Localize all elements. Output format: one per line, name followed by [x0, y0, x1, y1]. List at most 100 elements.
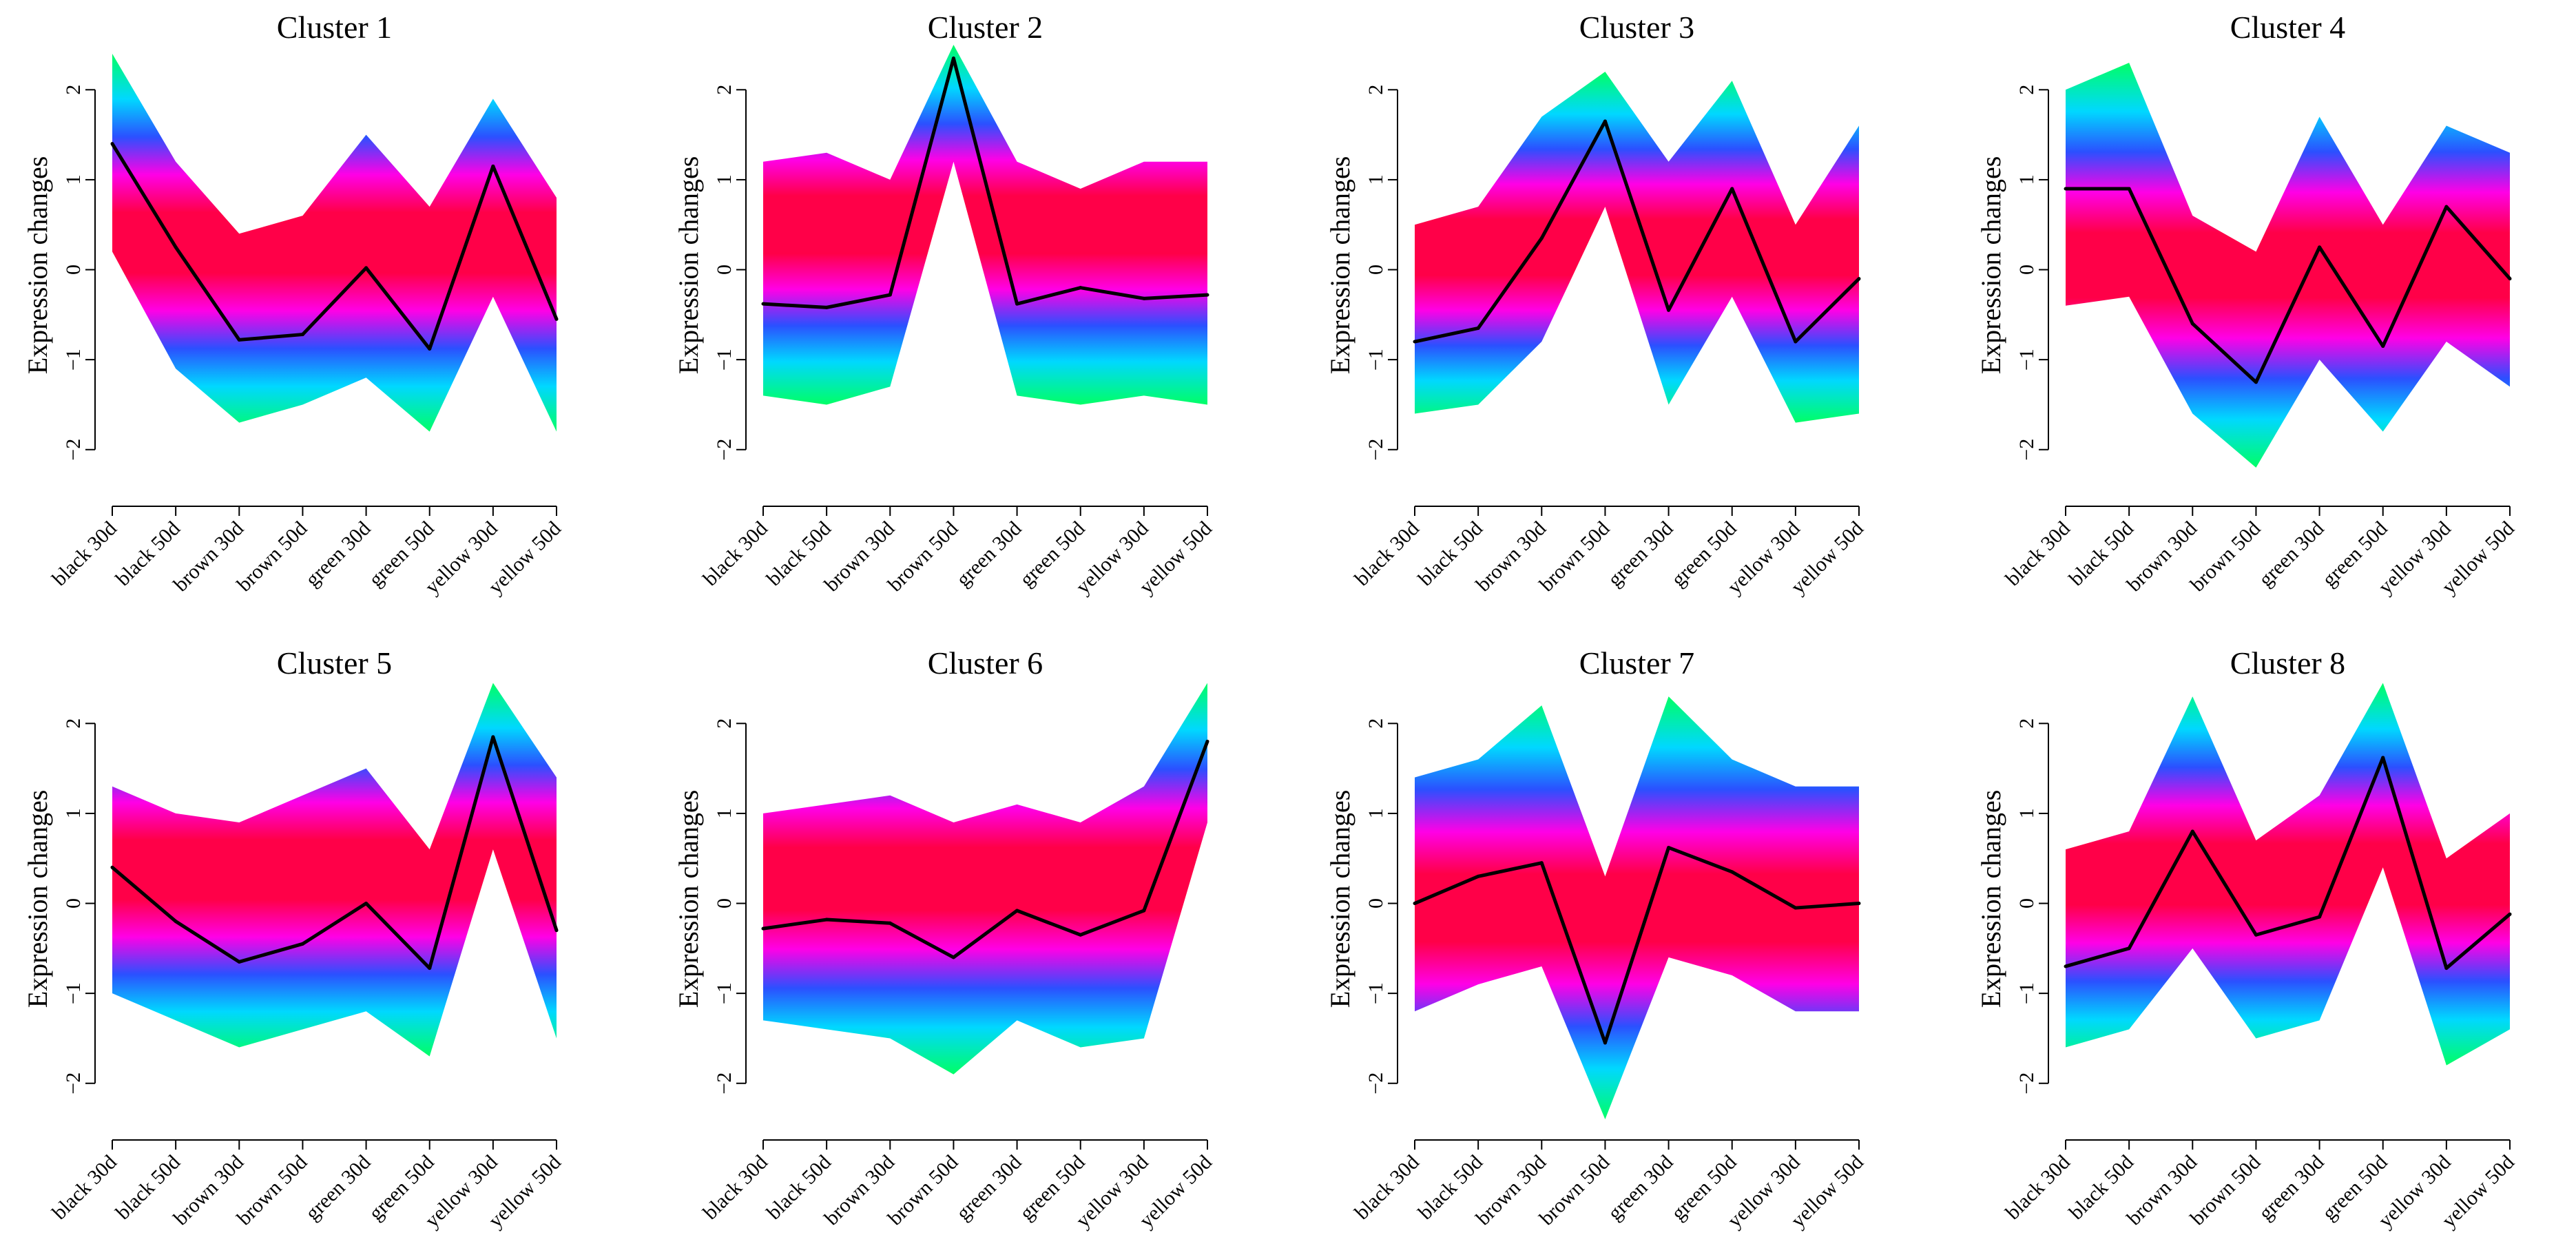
centroid-point — [554, 929, 559, 933]
centroid-line — [111, 735, 559, 971]
profile-band — [2066, 683, 2510, 1066]
profile-band — [112, 54, 557, 432]
x-tick-label: brown 50d — [1535, 1151, 1614, 1230]
cluster-panel: Cluster 4 −2 −1 0 1 2 Expression changes black … — [1975, 10, 2519, 599]
x-tick-label: black 30d — [2002, 1151, 2075, 1224]
y-axis-label: Expression changes — [673, 156, 704, 375]
y-tick-label: −2 — [62, 439, 85, 461]
centroid-line — [2065, 756, 2511, 971]
centroid-point — [1205, 293, 1209, 297]
y-tick-label: −1 — [2015, 982, 2038, 1004]
cluster-panel: Cluster 6 −2 −1 0 1 2 Expression changes black … — [673, 645, 1216, 1232]
centroid-point — [2190, 322, 2194, 326]
centroid-point — [1603, 119, 1607, 123]
y-tick-label: 1 — [713, 174, 736, 185]
y-tick-label: 0 — [62, 265, 85, 275]
centroid-point — [1730, 187, 1734, 191]
y-tick-label: 1 — [62, 174, 85, 185]
centroid-point — [888, 921, 892, 925]
y-axis-label: Expression changes — [22, 156, 53, 375]
x-tick-label: black 30d — [1351, 517, 1424, 590]
centroid-point — [2318, 915, 2322, 919]
y-tick-label: 0 — [2015, 265, 2038, 275]
centroid-point — [2254, 933, 2258, 937]
cluster-panel: Cluster 3 −2 −1 0 1 2 Expression changes black … — [1325, 10, 1868, 599]
x-tick-label: brown 50d — [2186, 517, 2265, 597]
centroid-point — [951, 56, 955, 61]
profile-band — [2066, 63, 2510, 468]
x-tick-label: black 30d — [48, 1151, 121, 1224]
centroid-point — [2381, 344, 2385, 349]
x-tick-label: brown 50d — [884, 517, 963, 597]
centroid-point — [2064, 964, 2068, 968]
profile-band — [112, 683, 557, 1057]
profile-band — [763, 683, 1207, 1075]
x-tick-label: black 30d — [699, 1151, 772, 1224]
centroid-point — [1794, 906, 1798, 910]
x-tick-label: brown 50d — [233, 517, 312, 597]
panel-title: Cluster 4 — [2230, 10, 2345, 45]
centroid-point — [1857, 277, 1861, 281]
y-tick-label: 2 — [62, 85, 85, 95]
centroid-point — [1794, 340, 1798, 344]
y-tick-label: −1 — [62, 349, 85, 371]
centroid-point — [2254, 380, 2258, 384]
centroid-point — [174, 920, 178, 924]
centroid-point — [951, 955, 955, 960]
x-tick-label: green 30d — [2254, 517, 2329, 592]
y-tick-label: −1 — [713, 349, 736, 371]
y-tick-label: 1 — [62, 808, 85, 818]
centroid-point — [491, 735, 495, 739]
y-tick-label: 0 — [1364, 898, 1387, 909]
y-axis-label: Expression changes — [1325, 790, 1355, 1008]
centroid-point — [428, 346, 432, 351]
centroid-point — [364, 266, 368, 270]
x-tick-label: black 30d — [1351, 1151, 1424, 1224]
centroid-point — [1015, 909, 1019, 913]
centroid-point — [174, 245, 178, 249]
y-tick-label: 1 — [2015, 174, 2038, 185]
y-tick-label: −1 — [2015, 349, 2038, 371]
panel-title: Cluster 3 — [1579, 10, 1694, 45]
y-tick-label: −2 — [1364, 1072, 1387, 1095]
centroid-point — [1857, 902, 1861, 906]
centroid-line — [2066, 187, 2511, 384]
centroid-line — [1414, 846, 1860, 1045]
centroid-point — [2508, 912, 2512, 916]
y-tick-label: 2 — [713, 718, 736, 729]
centroid-point — [428, 966, 432, 971]
centroid-point — [1667, 308, 1671, 312]
x-tick-label: brown 50d — [2186, 1151, 2265, 1230]
centroid-point — [1015, 302, 1019, 306]
y-tick-label: 2 — [2015, 718, 2038, 729]
centroid-point — [1730, 870, 1734, 874]
y-tick-label: −2 — [2015, 1072, 2038, 1095]
centroid-point — [1539, 861, 1544, 865]
centroid-point — [2127, 187, 2131, 191]
y-tick-label: 0 — [713, 898, 736, 909]
y-tick-label: −2 — [2015, 439, 2038, 461]
x-tick-label: black 30d — [48, 517, 121, 590]
centroid-point — [2444, 205, 2449, 209]
centroid-point — [300, 942, 304, 946]
centroid-point — [824, 305, 829, 309]
centroid-point — [364, 902, 368, 906]
profile-band — [1415, 72, 1859, 423]
x-tick-label: brown 50d — [233, 1151, 312, 1230]
y-tick-label: −2 — [62, 1072, 85, 1095]
x-tick-label: green 30d — [301, 1151, 375, 1225]
centroid-point — [2064, 187, 2068, 191]
y-axis-label: Expression changes — [1325, 156, 1355, 375]
y-tick-label: −1 — [1364, 349, 1387, 371]
centroid-line — [762, 56, 1208, 309]
panel-title: Cluster 7 — [1579, 645, 1694, 681]
x-tick-label: green 30d — [1603, 517, 1678, 592]
y-tick-label: 2 — [1364, 85, 1387, 95]
x-tick-label: black 30d — [2002, 517, 2075, 590]
y-axis-label: Expression changes — [673, 790, 704, 1008]
centroid-point — [237, 338, 241, 342]
y-tick-label: 2 — [713, 85, 736, 95]
centroid-point — [888, 293, 892, 297]
centroid-point — [110, 142, 114, 146]
